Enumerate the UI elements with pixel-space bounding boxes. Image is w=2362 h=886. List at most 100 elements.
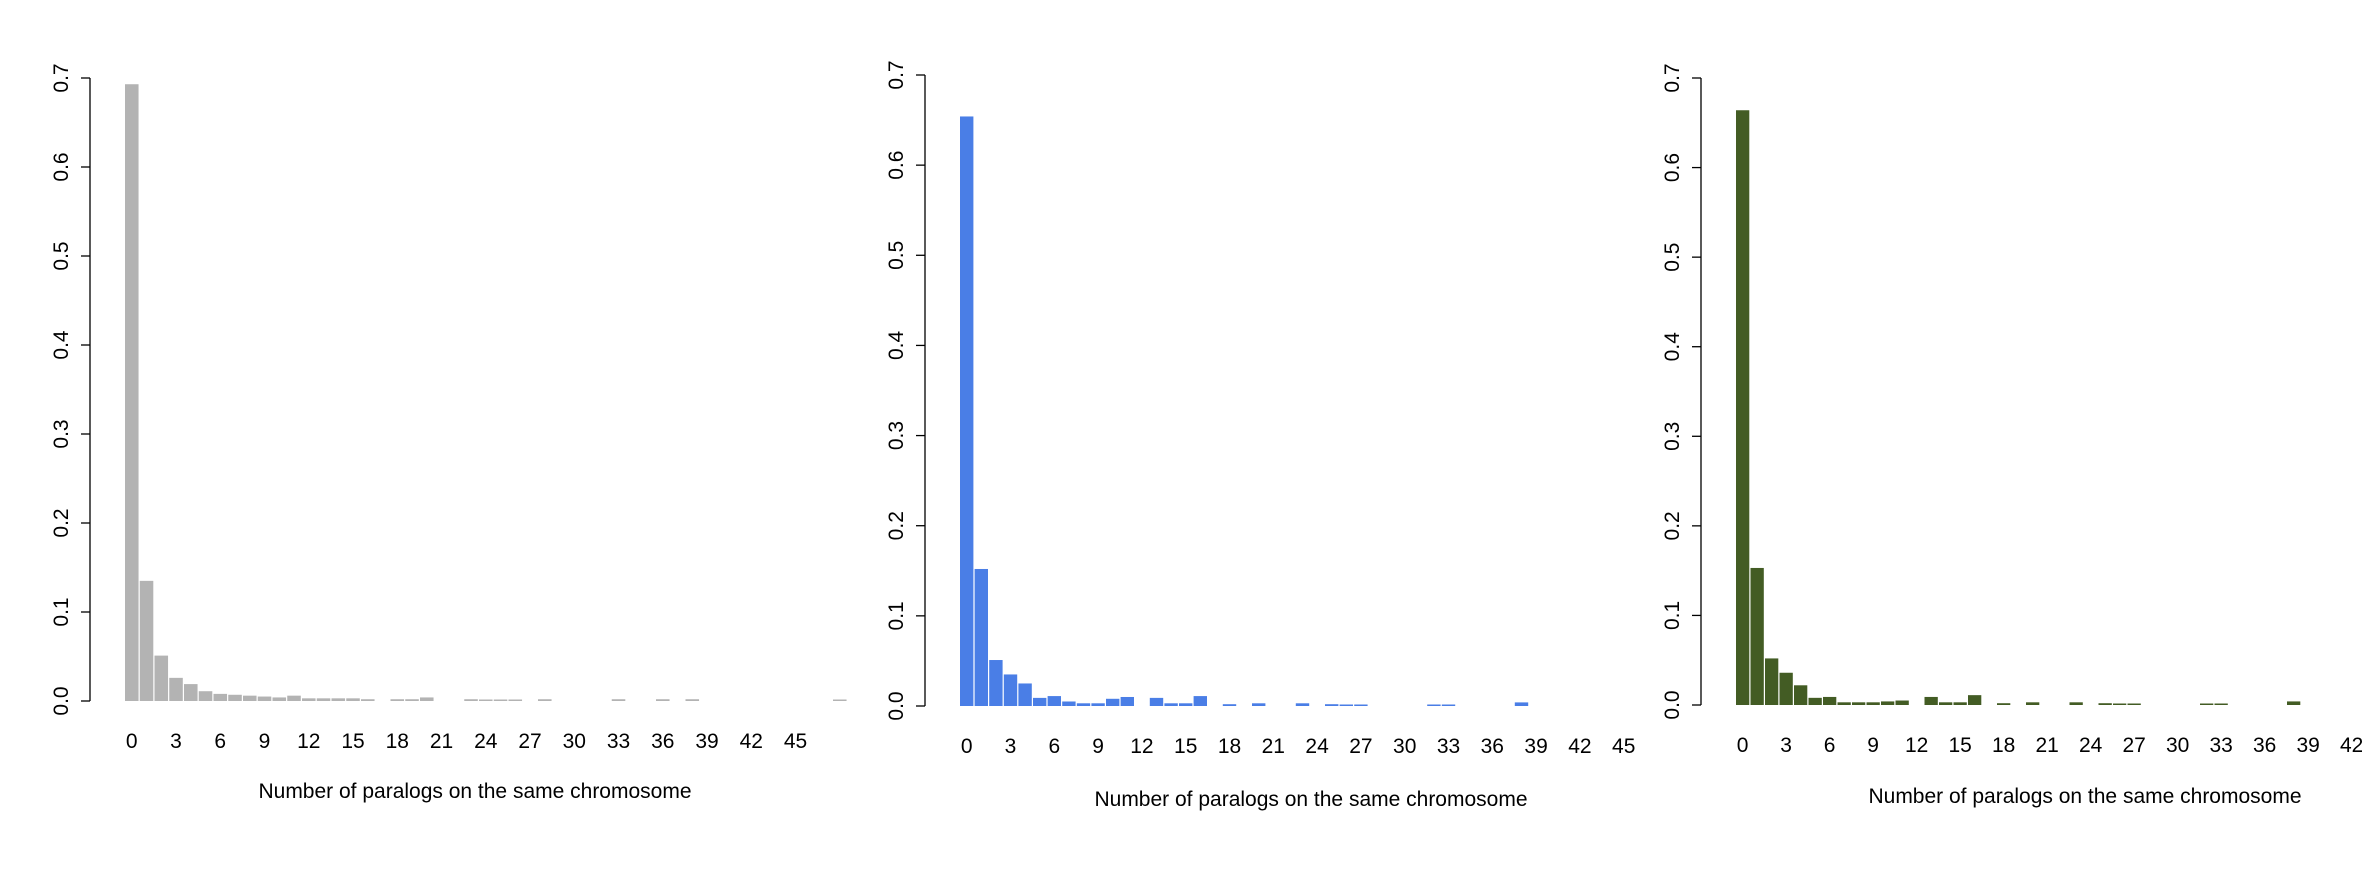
y-tick-label: 0.7 xyxy=(1661,63,1684,92)
bar xyxy=(833,699,847,701)
bar xyxy=(1193,696,1207,706)
bar xyxy=(1794,685,1808,705)
bar xyxy=(243,695,257,701)
x-tick-label: 15 xyxy=(1174,735,1197,758)
y-tick-label: 0.7 xyxy=(885,60,908,89)
x-tick-label: 27 xyxy=(1349,735,1372,758)
x-tick-label: 6 xyxy=(1048,735,1060,758)
bar xyxy=(1179,703,1193,706)
x-axis-title: Number of paralogs on the same chromosom… xyxy=(1094,788,1527,811)
bar xyxy=(2098,703,2112,705)
x-tick-label: 0 xyxy=(961,735,973,758)
y-tick-label: 0.3 xyxy=(1661,422,1684,451)
bar xyxy=(1047,696,1061,706)
bar xyxy=(685,699,700,701)
x-tick-label: 15 xyxy=(1948,734,1971,757)
x-tick-label: 21 xyxy=(430,730,453,753)
bar xyxy=(154,655,169,701)
bar xyxy=(1354,704,1368,706)
x-tick-label: 12 xyxy=(1130,735,1153,758)
y-tick-label: 0.2 xyxy=(1661,511,1684,540)
bar xyxy=(1823,696,1837,705)
bar xyxy=(1149,697,1164,706)
x-tick-label: 39 xyxy=(695,730,718,753)
bar xyxy=(361,699,375,701)
bar xyxy=(2069,702,2083,705)
bar xyxy=(493,699,508,701)
x-tick-label: 39 xyxy=(1524,735,1547,758)
y-tick-label: 0.0 xyxy=(50,686,73,715)
bar xyxy=(1427,704,1441,706)
x-tick-label: 42 xyxy=(1568,735,1591,758)
x-tick-label: 30 xyxy=(563,730,586,753)
bar xyxy=(184,684,198,701)
bar xyxy=(1881,701,1895,705)
x-tick-label: 0 xyxy=(126,730,138,753)
bar xyxy=(1252,703,1266,706)
bar xyxy=(1765,658,1779,705)
y-tick-label: 0.6 xyxy=(50,152,73,181)
x-tick-label: 21 xyxy=(2035,734,2058,757)
y-tick-label: 0.5 xyxy=(1661,243,1684,272)
x-axis-title: Number of paralogs on the same chromosom… xyxy=(1868,785,2301,808)
bar xyxy=(272,697,287,701)
x-tick-label: 42 xyxy=(740,730,763,753)
bar xyxy=(1866,702,1880,705)
x-tick-label: 42 xyxy=(2340,734,2362,757)
bar xyxy=(538,699,552,701)
bar xyxy=(257,696,272,701)
bar xyxy=(656,699,670,701)
bar xyxy=(1953,702,1967,705)
bar xyxy=(1837,702,1851,705)
x-tick-label: 15 xyxy=(341,730,364,753)
x-tick-label: 12 xyxy=(1905,734,1928,757)
bar xyxy=(989,660,1003,706)
x-tick-label: 33 xyxy=(2209,734,2232,757)
bar xyxy=(1120,696,1134,706)
x-tick-label: 30 xyxy=(2166,734,2189,757)
x-tick-label: 45 xyxy=(1612,735,1635,758)
x-tick-label: 45 xyxy=(784,730,807,753)
bar xyxy=(1924,696,1938,705)
y-tick-label: 0.3 xyxy=(50,419,73,448)
bar xyxy=(1018,683,1032,706)
bar xyxy=(420,697,434,701)
x-tick-label: 36 xyxy=(1481,735,1504,758)
y-tick-label: 0.3 xyxy=(885,421,908,450)
x-tick-label: 36 xyxy=(651,730,674,753)
y-tick-label: 0.1 xyxy=(885,601,908,630)
x-tick-label: 3 xyxy=(1780,734,1792,757)
bar xyxy=(2113,703,2127,705)
bar xyxy=(1091,703,1105,706)
bar xyxy=(1779,672,1793,705)
bar xyxy=(1106,698,1120,706)
y-tick-label: 0.5 xyxy=(50,241,73,270)
y-tick-label: 0.0 xyxy=(1661,690,1684,719)
x-tick-label: 36 xyxy=(2253,734,2276,757)
y-tick-label: 0.4 xyxy=(50,330,73,360)
y-tick-label: 0.1 xyxy=(50,597,73,626)
bar xyxy=(169,677,183,701)
x-tick-label: 27 xyxy=(2122,734,2145,757)
y-tick-label: 0.4 xyxy=(1661,332,1684,362)
y-tick-label: 0.4 xyxy=(885,331,908,361)
x-tick-label: 9 xyxy=(1092,735,1104,758)
bar xyxy=(228,694,242,701)
y-tick-label: 0.6 xyxy=(1661,153,1684,182)
x-tick-label: 24 xyxy=(2079,734,2103,757)
bar xyxy=(960,116,974,707)
bar xyxy=(1325,704,1339,706)
bar xyxy=(1997,703,2011,705)
bar xyxy=(2127,703,2141,705)
x-tick-label: 18 xyxy=(1992,734,2015,757)
bar xyxy=(302,698,316,701)
bar xyxy=(479,699,493,701)
bar xyxy=(331,698,346,701)
bar xyxy=(139,580,154,701)
bar xyxy=(2200,703,2214,705)
bar xyxy=(390,699,405,701)
bar xyxy=(974,568,988,706)
x-tick-label: 24 xyxy=(1305,735,1329,758)
x-tick-label: 18 xyxy=(386,730,409,753)
bar xyxy=(2287,701,2301,705)
